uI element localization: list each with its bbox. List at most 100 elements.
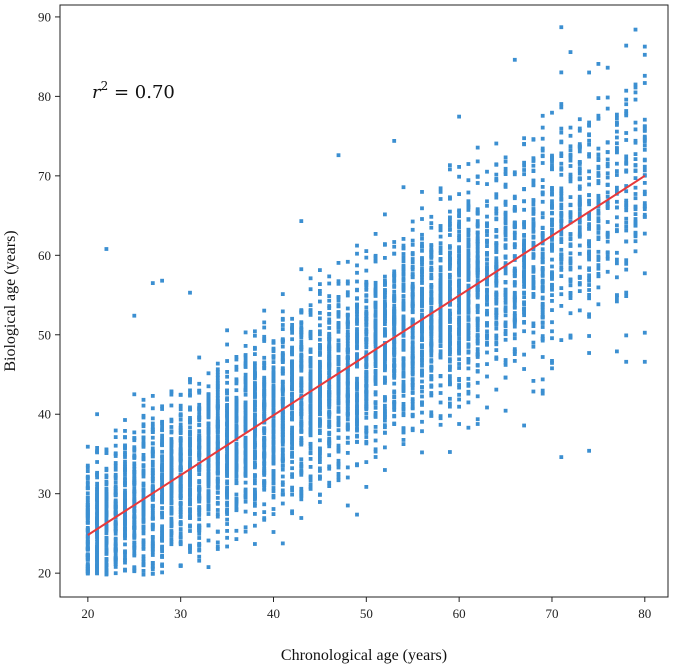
data-point bbox=[550, 359, 554, 363]
data-point bbox=[448, 291, 452, 296]
data-point bbox=[150, 516, 155, 521]
data-point bbox=[410, 359, 415, 364]
data-point bbox=[262, 439, 267, 444]
data-point bbox=[485, 265, 489, 270]
data-point bbox=[522, 352, 526, 357]
data-point bbox=[215, 370, 220, 374]
data-point bbox=[345, 372, 350, 377]
data-point bbox=[280, 421, 285, 426]
data-point bbox=[85, 444, 90, 449]
data-point bbox=[401, 363, 406, 368]
data-point bbox=[141, 494, 146, 499]
data-point bbox=[392, 369, 397, 373]
data-point bbox=[485, 182, 489, 186]
data-point bbox=[141, 453, 146, 457]
data-point bbox=[271, 452, 276, 457]
data-point bbox=[308, 364, 313, 369]
data-point bbox=[225, 469, 229, 474]
data-point bbox=[475, 336, 480, 341]
data-point bbox=[290, 466, 294, 471]
data-point bbox=[104, 549, 109, 553]
data-point bbox=[308, 308, 313, 312]
data-point bbox=[522, 225, 526, 230]
data-point bbox=[150, 446, 155, 451]
data-point bbox=[438, 251, 443, 255]
data-point bbox=[373, 342, 378, 346]
data-point bbox=[410, 333, 415, 338]
data-point bbox=[550, 163, 554, 167]
data-point bbox=[215, 381, 220, 386]
data-point bbox=[540, 154, 545, 159]
data-point bbox=[401, 367, 406, 371]
data-point bbox=[243, 414, 248, 419]
data-point bbox=[169, 429, 174, 434]
data-point bbox=[475, 295, 480, 300]
data-point bbox=[531, 280, 536, 285]
data-point bbox=[262, 479, 267, 484]
data-point bbox=[420, 241, 424, 246]
data-point bbox=[494, 141, 499, 146]
data-point bbox=[540, 325, 545, 329]
data-point bbox=[215, 373, 220, 378]
data-point bbox=[410, 335, 415, 340]
data-point bbox=[512, 280, 517, 284]
data-point bbox=[503, 298, 508, 303]
data-point bbox=[336, 388, 341, 393]
data-point bbox=[253, 523, 257, 528]
data-point bbox=[123, 542, 127, 547]
data-point bbox=[327, 393, 332, 398]
data-point bbox=[448, 215, 452, 220]
data-point bbox=[104, 571, 109, 576]
data-point bbox=[429, 377, 434, 382]
data-point bbox=[234, 473, 239, 478]
data-point bbox=[503, 261, 508, 265]
data-point bbox=[410, 281, 415, 286]
data-point bbox=[550, 222, 554, 227]
data-point bbox=[503, 301, 508, 305]
data-point bbox=[364, 282, 369, 287]
data-point bbox=[596, 146, 601, 151]
data-point bbox=[587, 193, 591, 197]
data-point bbox=[280, 337, 285, 342]
data-point bbox=[568, 202, 573, 207]
data-point bbox=[141, 464, 146, 468]
data-point bbox=[95, 490, 99, 494]
data-point bbox=[438, 302, 443, 307]
data-point bbox=[494, 229, 499, 234]
data-point bbox=[364, 429, 369, 433]
data-point bbox=[466, 261, 471, 266]
data-point bbox=[345, 370, 350, 374]
data-point bbox=[494, 256, 499, 261]
data-point bbox=[262, 429, 267, 433]
data-point bbox=[318, 469, 322, 473]
data-point bbox=[531, 240, 536, 245]
data-point bbox=[141, 481, 146, 486]
data-point bbox=[383, 423, 387, 428]
data-point bbox=[596, 152, 601, 157]
data-point bbox=[429, 353, 434, 358]
data-point bbox=[290, 383, 294, 387]
data-point bbox=[206, 424, 211, 429]
data-point bbox=[383, 278, 387, 283]
data-point bbox=[95, 506, 99, 510]
data-point bbox=[345, 405, 350, 410]
data-point bbox=[318, 350, 322, 355]
data-point bbox=[531, 207, 536, 211]
data-point bbox=[253, 389, 257, 394]
data-point bbox=[150, 449, 155, 454]
data-point bbox=[206, 504, 211, 509]
data-point bbox=[587, 226, 591, 231]
data-point bbox=[318, 438, 322, 443]
data-point bbox=[392, 408, 397, 412]
data-point bbox=[503, 267, 508, 272]
data-point bbox=[373, 256, 378, 261]
data-point bbox=[318, 431, 322, 435]
data-point bbox=[150, 564, 155, 568]
data-point bbox=[141, 471, 146, 476]
data-point bbox=[345, 341, 350, 346]
data-point bbox=[299, 353, 304, 358]
data-point bbox=[392, 330, 397, 335]
data-point bbox=[448, 401, 452, 406]
data-point bbox=[178, 510, 183, 514]
data-point bbox=[438, 353, 443, 358]
